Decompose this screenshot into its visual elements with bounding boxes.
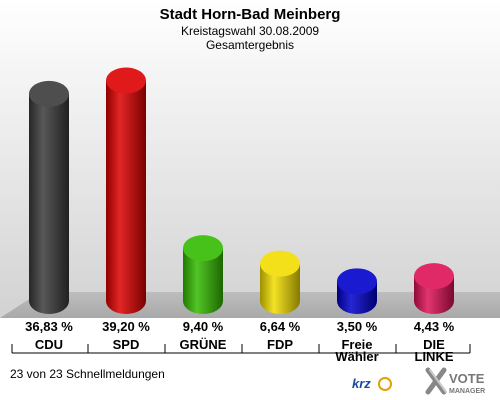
category-label-fdp: FDP — [267, 337, 293, 352]
bar-body-cdu — [29, 93, 69, 314]
krz-logo-text: krz — [352, 376, 371, 391]
chart-subtitle: Kreistagswahl 30.08.2009 — [181, 24, 319, 38]
vote-manager-x-icon — [425, 367, 447, 395]
category-label-die-linke: DIE LINKE — [415, 337, 454, 364]
category-label-spd: SPD — [113, 337, 140, 352]
category-label-gr-ne: GRÜNE — [180, 337, 227, 352]
value-label-die-linke: 4,43 % — [414, 319, 455, 334]
value-label-freie-w-hler: 3,50 % — [337, 319, 378, 334]
value-label-cdu: 36,83 % — [25, 319, 73, 334]
label-group: 36,83 % CDU 39,20 % SPD 9,40 % GRÜNE 6,64 % FDP… — [25, 319, 455, 364]
bar-top-die-linke — [414, 263, 454, 290]
status-text: 23 von 23 Schnellmeldungen — [10, 367, 165, 381]
value-label-fdp: 6,64 % — [260, 319, 301, 334]
bar-top-fdp — [260, 250, 300, 277]
bar-body-gr-ne — [183, 248, 223, 314]
value-label-spd: 39,20 % — [102, 319, 150, 334]
krz-logo: krz — [352, 376, 392, 391]
bar-top-gr-ne — [183, 235, 223, 262]
category-label-cdu: CDU — [35, 337, 63, 352]
chart-title: Stadt Horn-Bad Meinberg — [160, 6, 341, 23]
plot-background — [0, 0, 500, 318]
bar-body-spd — [106, 80, 146, 314]
value-label-gr-ne: 9,40 % — [183, 319, 224, 334]
bar-gr-ne — [183, 235, 223, 314]
vote-logo-text: VOTE — [449, 371, 485, 386]
manager-logo-text: MANAGER — [449, 388, 485, 395]
bar-group — [29, 67, 454, 314]
category-label-freie-w-hler: Freie Wähler — [335, 337, 378, 364]
krz-logo-mark — [378, 377, 392, 391]
bar-top-cdu — [29, 80, 69, 107]
bar-cdu — [29, 80, 69, 314]
vote-manager-logo: VOTE MANAGER — [425, 367, 485, 395]
bar-top-spd — [106, 67, 146, 94]
chart-subtitle-result: Gesamtergebnis — [206, 38, 294, 52]
axis-ticks — [11, 344, 471, 353]
bar-fdp — [260, 250, 300, 314]
bar-top-freie-w-hler — [337, 268, 377, 295]
bar-spd — [106, 67, 146, 314]
bar-body-fdp — [260, 263, 300, 314]
bar-die-linke — [414, 263, 454, 314]
bar-freie-w-hler — [337, 268, 377, 314]
